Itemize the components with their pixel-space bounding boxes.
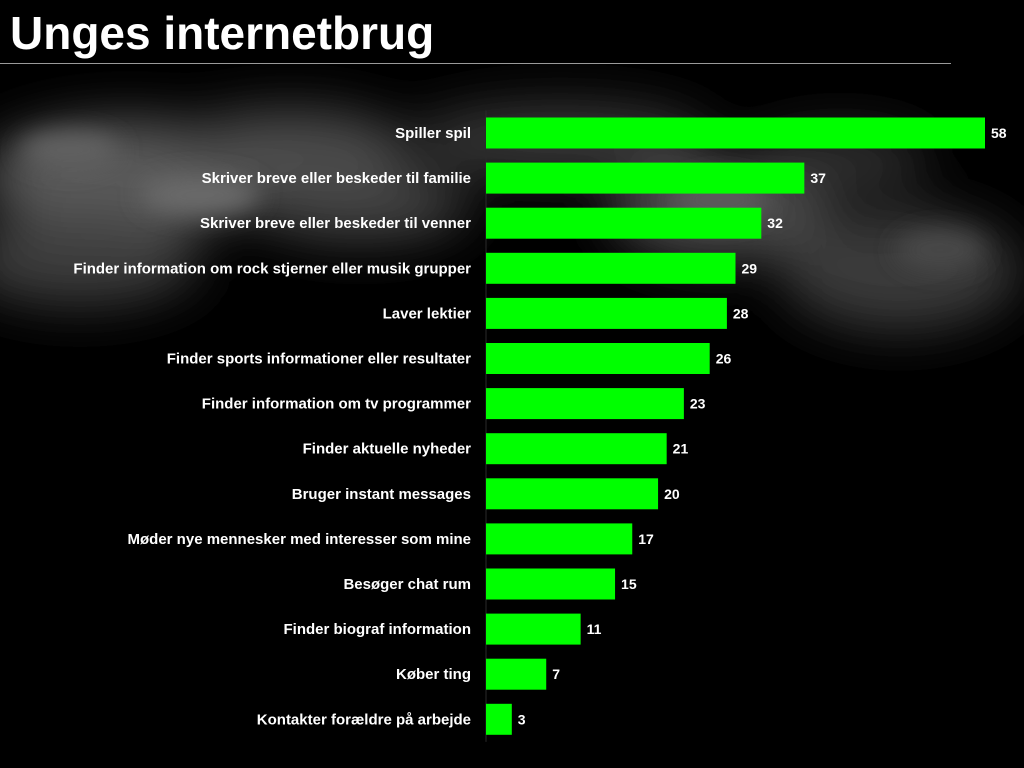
data-label: 37 [810, 170, 826, 186]
bar [486, 613, 581, 645]
data-label: 29 [742, 260, 758, 276]
category-label: Besøger chat rum [343, 576, 471, 593]
data-label: 26 [716, 351, 732, 367]
category-label: Finder aktuelle nyheder [303, 441, 472, 458]
slide-title: Unges internetbrug [10, 7, 435, 59]
bar [486, 207, 762, 239]
bar [486, 117, 985, 149]
data-label: 15 [621, 576, 637, 592]
category-label: Finder sports informationer eller result… [167, 351, 471, 368]
data-label: 20 [664, 486, 680, 502]
data-label: 23 [690, 396, 706, 412]
category-label: Laver lektier [383, 305, 472, 322]
title-divider [0, 63, 951, 64]
category-label: Skriver breve eller beskeder til familie [202, 170, 471, 187]
bar [486, 433, 667, 465]
bar [486, 297, 727, 329]
category-label: Spiller spil [395, 125, 471, 142]
bar [486, 162, 805, 194]
data-label: 32 [767, 215, 783, 231]
category-label: Finder biograf information [284, 621, 472, 638]
category-label: Bruger instant messages [292, 486, 471, 503]
data-label: 3 [518, 711, 526, 727]
bar [486, 703, 512, 735]
category-label: Finder information om tv programmer [202, 396, 471, 413]
data-label: 21 [673, 441, 689, 457]
bar [486, 568, 616, 600]
bar [486, 343, 710, 374]
bar [486, 478, 659, 510]
data-label: 58 [991, 125, 1007, 141]
category-label: Skriver breve eller beskeder til venner [200, 215, 471, 232]
category-label: Møder nye mennesker med interesser som m… [128, 531, 471, 548]
category-label: Finder information om rock stjerner elle… [73, 260, 471, 277]
bar [486, 388, 684, 420]
data-label: 7 [552, 666, 560, 682]
bar [486, 658, 547, 690]
bar [486, 523, 633, 555]
category-label: Køber ting [396, 666, 471, 683]
data-label: 11 [587, 621, 602, 637]
bar [486, 252, 736, 284]
category-label: Kontakter forældre på arbejde [257, 711, 471, 728]
data-label: 28 [733, 305, 749, 321]
data-label: 17 [638, 531, 654, 547]
